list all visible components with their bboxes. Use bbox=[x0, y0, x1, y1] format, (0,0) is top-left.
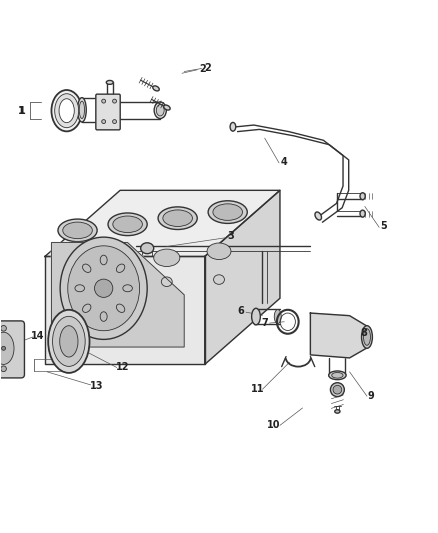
Text: 6: 6 bbox=[237, 306, 244, 316]
Ellipse shape bbox=[113, 119, 117, 124]
Ellipse shape bbox=[252, 308, 260, 325]
Ellipse shape bbox=[102, 99, 106, 103]
Ellipse shape bbox=[55, 94, 79, 128]
Ellipse shape bbox=[102, 119, 106, 124]
Ellipse shape bbox=[78, 98, 86, 122]
Ellipse shape bbox=[158, 207, 197, 230]
Ellipse shape bbox=[113, 216, 142, 232]
Ellipse shape bbox=[154, 102, 166, 118]
Ellipse shape bbox=[68, 246, 140, 330]
Text: 9: 9 bbox=[368, 391, 374, 401]
Text: 2: 2 bbox=[199, 64, 206, 74]
Text: 4: 4 bbox=[280, 157, 287, 167]
Ellipse shape bbox=[333, 385, 342, 394]
Ellipse shape bbox=[330, 383, 344, 397]
Ellipse shape bbox=[108, 213, 147, 236]
Ellipse shape bbox=[364, 329, 371, 345]
Ellipse shape bbox=[53, 316, 85, 366]
Ellipse shape bbox=[360, 193, 365, 200]
Ellipse shape bbox=[208, 201, 247, 223]
Text: 13: 13 bbox=[89, 381, 103, 391]
Ellipse shape bbox=[113, 99, 117, 103]
Text: 14: 14 bbox=[31, 331, 44, 341]
Text: 10: 10 bbox=[267, 421, 280, 430]
Ellipse shape bbox=[48, 310, 89, 373]
Ellipse shape bbox=[154, 249, 180, 266]
Text: 11: 11 bbox=[251, 384, 264, 394]
Ellipse shape bbox=[164, 105, 170, 110]
Polygon shape bbox=[205, 190, 280, 365]
Ellipse shape bbox=[60, 237, 147, 340]
Polygon shape bbox=[45, 256, 205, 365]
Polygon shape bbox=[51, 243, 184, 347]
Ellipse shape bbox=[214, 275, 224, 284]
Ellipse shape bbox=[161, 277, 172, 287]
Ellipse shape bbox=[153, 86, 159, 91]
Text: 2: 2 bbox=[204, 62, 211, 72]
Text: 1: 1 bbox=[18, 106, 25, 116]
Text: 8: 8 bbox=[360, 328, 367, 337]
Ellipse shape bbox=[207, 243, 231, 260]
Ellipse shape bbox=[315, 212, 321, 220]
Ellipse shape bbox=[60, 326, 78, 357]
Ellipse shape bbox=[1, 366, 7, 372]
Ellipse shape bbox=[163, 210, 192, 227]
Ellipse shape bbox=[274, 310, 281, 324]
Polygon shape bbox=[45, 190, 280, 256]
Ellipse shape bbox=[63, 222, 92, 239]
Ellipse shape bbox=[361, 326, 372, 349]
FancyBboxPatch shape bbox=[0, 321, 25, 378]
Ellipse shape bbox=[95, 279, 113, 297]
Ellipse shape bbox=[230, 123, 236, 131]
Ellipse shape bbox=[0, 332, 14, 365]
Polygon shape bbox=[311, 313, 367, 358]
Ellipse shape bbox=[115, 294, 132, 308]
Ellipse shape bbox=[328, 371, 346, 379]
Ellipse shape bbox=[1, 326, 7, 331]
Ellipse shape bbox=[213, 204, 243, 220]
Text: 7: 7 bbox=[261, 318, 268, 328]
Text: 12: 12 bbox=[116, 362, 129, 373]
Text: 1: 1 bbox=[19, 106, 26, 116]
Ellipse shape bbox=[51, 90, 82, 131]
Ellipse shape bbox=[59, 99, 74, 123]
Ellipse shape bbox=[141, 243, 154, 254]
FancyBboxPatch shape bbox=[96, 94, 120, 130]
Ellipse shape bbox=[335, 410, 340, 413]
Ellipse shape bbox=[332, 373, 343, 378]
Ellipse shape bbox=[92, 279, 102, 289]
Ellipse shape bbox=[106, 80, 113, 84]
Ellipse shape bbox=[58, 219, 97, 241]
Ellipse shape bbox=[79, 101, 85, 118]
Text: 3: 3 bbox=[228, 231, 235, 241]
Ellipse shape bbox=[2, 346, 6, 350]
Ellipse shape bbox=[360, 210, 365, 217]
Ellipse shape bbox=[156, 104, 164, 116]
Text: 5: 5 bbox=[380, 221, 387, 231]
